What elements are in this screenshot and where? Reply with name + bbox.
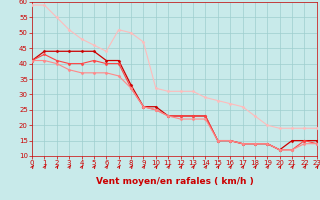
X-axis label: Vent moyen/en rafales ( km/h ): Vent moyen/en rafales ( km/h ) — [96, 177, 253, 186]
